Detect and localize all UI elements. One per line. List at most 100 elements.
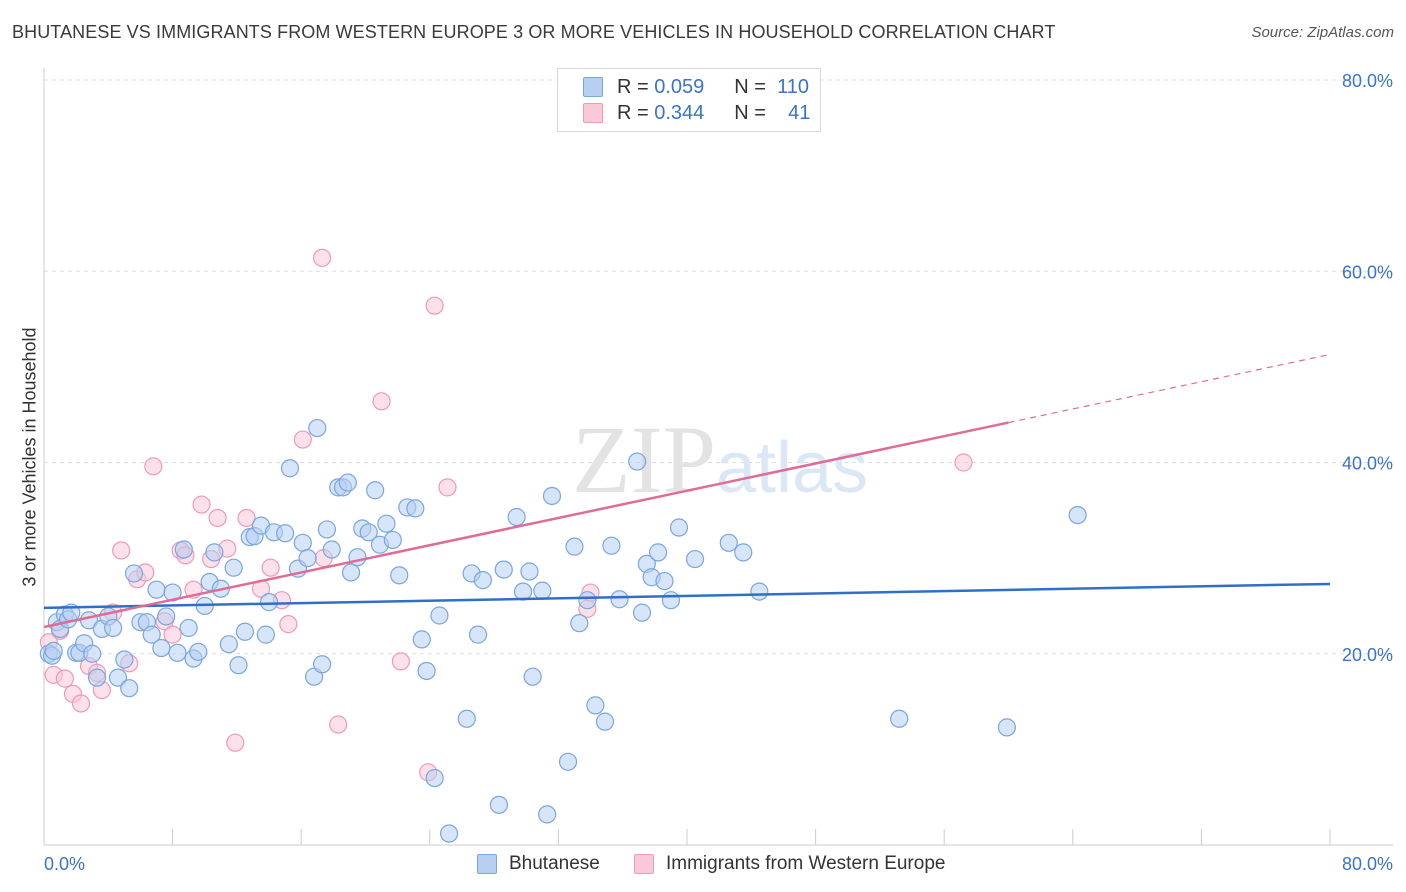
bhutanese-point [570,614,589,633]
legend-swatch-pink [583,103,603,123]
bhutanese-point [439,824,459,843]
legend-n-label: N = [734,75,766,98]
x-tick-label-min: 0.0% [44,854,85,874]
western-europe-point [372,392,391,411]
series-bhutanese [39,418,1087,843]
y-axis-title: 3 or more Vehicles in Household [19,327,40,587]
bhutanese-point [1068,505,1087,525]
trend-lines [43,353,1331,629]
bhutanese-point [734,543,753,562]
trend-line-western-europe [43,421,1009,629]
bhutanese-point [655,571,674,591]
bhutanese-point [538,805,557,824]
legend-n-value: 41 [788,101,811,124]
bhutanese-point [417,661,436,681]
bhutanese-point [632,603,652,622]
western-europe-point [71,694,91,713]
bhutanese-point [205,543,224,562]
bottom-legend-swatch-pink [634,854,654,874]
bhutanese-point [280,459,300,478]
y-tick-label: 60.0% [1342,262,1393,282]
bhutanese-point [523,667,542,686]
western-europe-point [208,508,227,528]
bhutanese-point [457,709,476,728]
bhutanese-point [406,499,425,518]
legend-r-label: R = [617,101,649,124]
bottom-legend-label: Immigrants from Western Europe [666,853,946,874]
bhutanese-point [520,562,539,581]
western-europe-point [954,453,973,472]
bhutanese-point [661,591,681,610]
bottom-legend-western-europe: Immigrants from Western Europe [634,852,945,876]
bhutanese-point [390,566,409,585]
bhutanese-point [430,606,449,625]
legend-n-label: N = [734,101,766,124]
bhutanese-point [533,581,552,600]
bhutanese-point [108,668,128,687]
bhutanese-point [224,558,243,577]
legend-row-bhutanese: R = 0.059 N = 110 [583,75,809,99]
bhutanese-point [565,537,584,556]
bhutanese-point [87,668,107,687]
western-europe-point [144,457,163,476]
chart-title: BHUTANESE VS IMMIGRANTS FROM WESTERN EUR… [12,22,1056,42]
bhutanese-point [595,712,615,731]
bhutanese-point [586,696,605,715]
bhutanese-point [628,452,647,471]
x-tick-label-max: 80.0% [1342,854,1393,874]
bhutanese-point [348,548,367,567]
bhutanese-point [322,540,341,559]
bottom-legend-label: Bhutanese [509,853,600,874]
bhutanese-point [648,543,668,562]
western-europe-point [391,652,410,671]
bhutanese-point [120,679,139,698]
bhutanese-point [602,536,621,555]
bhutanese-point [507,507,526,527]
bhutanese-point [468,625,488,644]
western-europe-point [293,430,312,449]
bhutanese-point [750,582,769,601]
western-europe-point [329,715,348,734]
bhutanese-point [312,655,332,674]
source-note: Source: ZipAtlas.com [1251,24,1394,41]
bhutanese-point [115,650,134,669]
bhutanese-point [147,580,166,599]
watermark: ZIPatlas [572,406,868,513]
legend-row-western-europe: R = 0.344 N = 41 [583,101,810,125]
legend-n-value: 110 [777,75,809,98]
bhutanese-point [425,768,444,788]
bhutanese-point [142,625,161,644]
stats-legend: R = 0.059 N = 110 R = 0.344 N = 41 [557,68,821,132]
bhutanese-point [685,549,705,569]
bhutanese-point [558,752,578,771]
bhutanese-point [997,718,1016,737]
series-immigrants-western-europe [39,248,973,782]
legend-swatch-blue [583,77,603,97]
legend-r-value: 0.059 [654,75,705,98]
bhutanese-point [298,549,317,568]
western-europe-point [312,248,332,267]
legend-r-value: 0.344 [654,101,705,124]
bhutanese-point [174,540,193,559]
bhutanese-point [163,583,182,602]
bhutanese-point [317,520,337,539]
tick-labels: 20.0% 40.0% 60.0% 80.0% 0.0% 80.0% [44,71,1393,874]
trend-line-bhutanese [43,582,1331,610]
bhutanese-point [412,630,431,649]
bhutanese-point [104,618,123,638]
bhutanese-point [366,481,385,500]
y-tick-label: 40.0% [1342,454,1393,474]
bhutanese-point [383,530,402,550]
bhutanese-point [235,622,255,641]
bhutanese-point [308,418,327,438]
bhutanese-point [542,486,562,506]
bhutanese-point [157,607,176,626]
bhutanese-point [259,593,279,612]
bottom-legend-bhutanese: Bhutanese [477,852,600,876]
western-europe-point [425,296,444,315]
bhutanese-point [359,523,378,542]
bhutanese-point [152,638,171,658]
bhutanese-point [338,473,357,492]
legend-r-label: R = [617,75,649,98]
